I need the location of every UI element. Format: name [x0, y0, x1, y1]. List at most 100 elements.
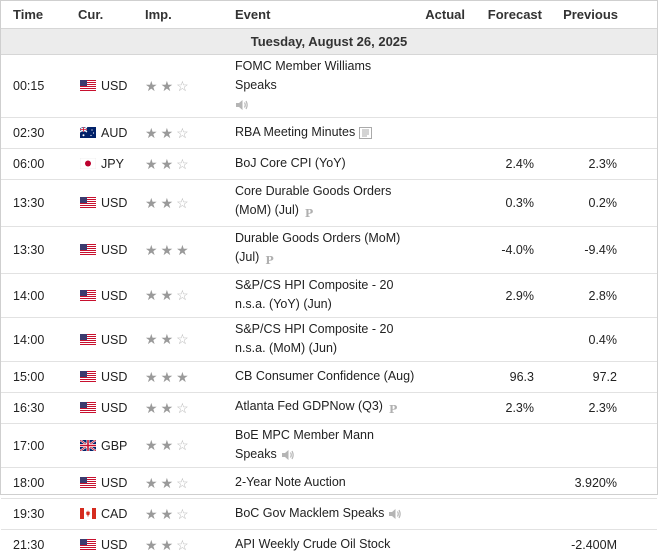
- event-name[interactable]: FOMC Member Williams Speaks: [224, 55, 416, 118]
- star-filled-icon: ★: [145, 369, 161, 385]
- star-empty-icon: ☆: [176, 195, 192, 211]
- event-name-line: CB Consumer Confidence (Aug): [235, 369, 414, 383]
- event-time: 00:15: [1, 55, 69, 118]
- event-currency: USD: [101, 538, 127, 552]
- event-currency: USD: [101, 370, 127, 384]
- event-currency-cell: USD: [69, 530, 135, 560]
- speaker-icon[interactable]: [235, 99, 249, 111]
- event-row-9[interactable]: 16:30 USD ★★☆ Atlanta Fed GDPNow (Q3)P 2…: [1, 393, 657, 424]
- star-filled-icon: ★: [161, 242, 177, 258]
- event-time: 15:00: [1, 362, 69, 393]
- header-event[interactable]: Event: [224, 1, 416, 29]
- importance-stars: ★★☆: [135, 468, 224, 499]
- header-row: Time Cur. Imp. Event Actual Forecast Pre…: [1, 1, 657, 29]
- event-actual: [416, 274, 467, 318]
- event-currency-cell: GBP: [69, 424, 135, 468]
- event-currency: GBP: [101, 439, 127, 453]
- event-time: 02:30: [1, 118, 69, 149]
- event-name[interactable]: Core Durable Goods Orders(MoM) (Jul)P: [224, 180, 416, 227]
- event-previous: 97.2: [551, 362, 657, 393]
- importance-stars: ★★☆: [135, 149, 224, 180]
- event-previous: [551, 499, 657, 530]
- event-currency: USD: [101, 196, 127, 210]
- event-currency-cell: USD: [69, 55, 135, 118]
- speaker-icon[interactable]: [281, 449, 295, 461]
- event-name[interactable]: CB Consumer Confidence (Aug): [224, 362, 416, 393]
- event-name[interactable]: 2-Year Note Auction: [224, 468, 416, 499]
- header-forecast[interactable]: Forecast: [467, 1, 551, 29]
- header-time[interactable]: Time: [1, 1, 69, 29]
- event-previous: 0.4%: [551, 318, 657, 362]
- importance-stars: ★★★: [135, 362, 224, 393]
- event-currency-cell: USD: [69, 180, 135, 227]
- header-previous[interactable]: Previous: [551, 1, 657, 29]
- us-flag-icon: [80, 197, 96, 208]
- header-actual[interactable]: Actual: [416, 1, 467, 29]
- event-currency-cell: USD: [69, 393, 135, 424]
- event-previous: [551, 55, 657, 118]
- star-filled-icon: ★: [145, 475, 161, 491]
- event-name[interactable]: Atlanta Fed GDPNow (Q3)P: [224, 393, 416, 424]
- event-previous: [551, 424, 657, 468]
- star-filled-icon: ★: [145, 125, 161, 141]
- us-flag-icon: [80, 539, 96, 550]
- event-name-line: BoJ Core CPI (YoY): [235, 156, 346, 170]
- us-flag-icon: [80, 477, 96, 488]
- event-previous: 2.3%: [551, 393, 657, 424]
- us-flag-icon: [80, 80, 96, 91]
- event-row-5[interactable]: 13:30 USD ★★★ Durable Goods Orders (MoM)…: [1, 227, 657, 274]
- star-empty-icon: ☆: [176, 437, 192, 453]
- header-currency[interactable]: Cur.: [69, 1, 135, 29]
- event-forecast: [467, 468, 551, 499]
- star-filled-icon: ★: [161, 125, 177, 141]
- importance-stars: ★★☆: [135, 393, 224, 424]
- event-name-line: (MoM) (Jul): [235, 203, 299, 217]
- event-actual: [416, 393, 467, 424]
- event-forecast: [467, 499, 551, 530]
- event-name[interactable]: RBA Meeting Minutes: [224, 118, 416, 149]
- event-actual: [416, 55, 467, 118]
- event-row-13[interactable]: 21:30 USD ★★☆ API Weekly Crude Oil Stock…: [1, 530, 657, 560]
- event-row-4[interactable]: 13:30 USD ★★☆ Core Durable Goods Orders(…: [1, 180, 657, 227]
- event-actual: [416, 530, 467, 560]
- event-currency-cell: AUD: [69, 118, 135, 149]
- event-row-2[interactable]: 02:30 AUD ★★☆ RBA Meeting Minutes: [1, 118, 657, 149]
- star-filled-icon: ★: [176, 242, 192, 258]
- event-time: 13:30: [1, 180, 69, 227]
- star-empty-icon: ☆: [176, 78, 192, 94]
- speaker-icon[interactable]: [388, 508, 402, 520]
- event-name-line: BoC Gov Macklem Speaks: [235, 506, 384, 520]
- event-name-line: BoE MPC Member Mann: [235, 428, 374, 442]
- event-currency-cell: USD: [69, 274, 135, 318]
- event-forecast: 2.9%: [467, 274, 551, 318]
- event-name-line: Atlanta Fed GDPNow (Q3): [235, 399, 383, 413]
- event-name-line: S&P/CS HPI Composite - 20: [235, 322, 393, 336]
- event-name-line: Core Durable Goods Orders: [235, 184, 391, 198]
- star-empty-icon: ☆: [176, 506, 192, 522]
- event-name-line: FOMC Member Williams Speaks: [235, 59, 371, 92]
- event-currency-cell: JPY: [69, 149, 135, 180]
- event-row-3[interactable]: 06:00 JPY ★★☆ BoJ Core CPI (YoY) 2.4% 2.…: [1, 149, 657, 180]
- header-importance[interactable]: Imp.: [135, 1, 224, 29]
- star-filled-icon: ★: [161, 537, 177, 553]
- event-name[interactable]: Durable Goods Orders (MoM)(Jul)P: [224, 227, 416, 274]
- event-row-1[interactable]: 00:15 USD ★★☆ FOMC Member Williams Speak…: [1, 55, 657, 118]
- event-time: 06:00: [1, 149, 69, 180]
- event-forecast: 2.4%: [467, 149, 551, 180]
- gb-flag-icon: [80, 440, 96, 451]
- event-name[interactable]: API Weekly Crude Oil Stock: [224, 530, 416, 560]
- star-filled-icon: ★: [161, 156, 177, 172]
- event-row-11[interactable]: 18:00 USD ★★☆ 2-Year Note Auction 3.920%: [1, 468, 657, 499]
- event-name[interactable]: BoJ Core CPI (YoY): [224, 149, 416, 180]
- event-name[interactable]: BoC Gov Macklem Speaks: [224, 499, 416, 530]
- event-row-12[interactable]: 19:30 CAD ★★☆ BoC Gov Macklem Speaks: [1, 499, 657, 530]
- event-previous: 0.2%: [551, 180, 657, 227]
- event-row-8[interactable]: 15:00 USD ★★★ CB Consumer Confidence (Au…: [1, 362, 657, 393]
